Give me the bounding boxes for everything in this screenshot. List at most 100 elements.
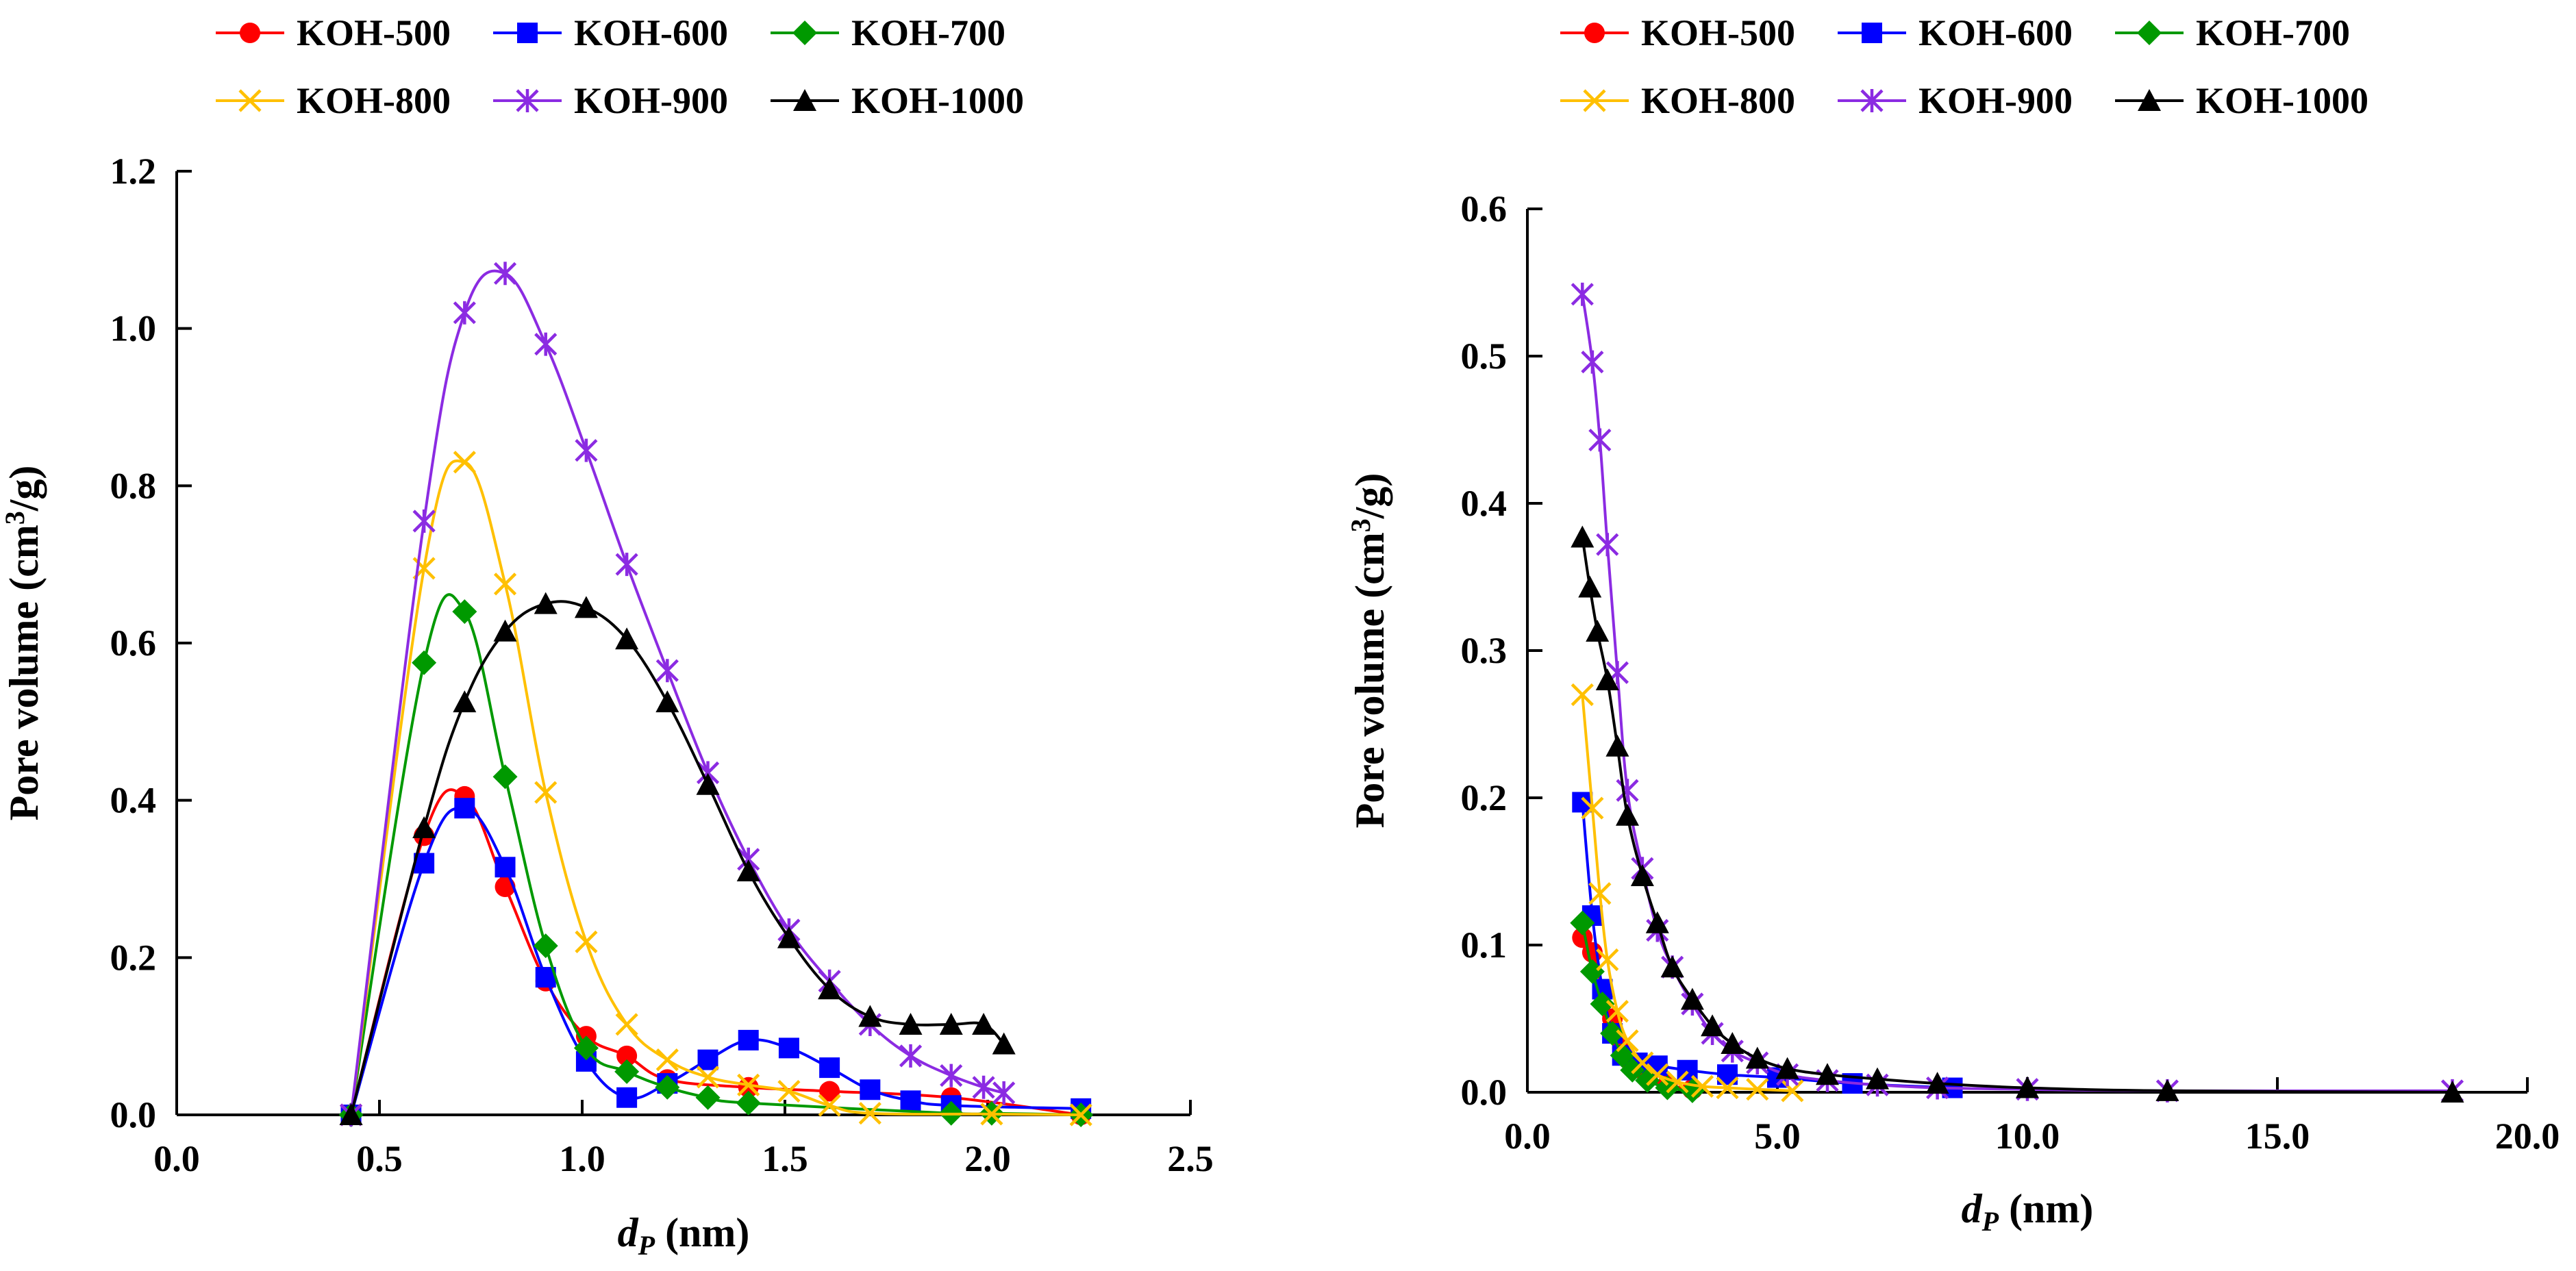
y-axis-title-main: Pore volume (cm xyxy=(1347,532,1392,828)
x-axis-title: dP (nm) xyxy=(618,1210,750,1261)
series-KOH-800 xyxy=(1571,683,1804,1103)
data-point-KOH-1000 xyxy=(777,926,801,948)
legend-label: KOH-500 xyxy=(297,12,451,53)
data-point-KOH-700 xyxy=(1620,1057,1645,1083)
data-point-KOH-700 xyxy=(1635,1068,1660,1093)
data-point-KOH-800 xyxy=(777,1079,801,1103)
data-point-KOH-700 xyxy=(614,1059,640,1084)
data-point-KOH-1000 xyxy=(899,1012,923,1035)
y-tick-label: 1.0 xyxy=(110,308,157,349)
data-point-KOH-800 xyxy=(1746,1078,1769,1101)
data-point-KOH-900 xyxy=(615,553,638,577)
data-point-KOH-500 xyxy=(819,1081,840,1102)
data-point-KOH-600 xyxy=(819,1057,840,1079)
x-axis-title-rest: (nm) xyxy=(655,1210,749,1255)
data-point-KOH-1000 xyxy=(818,977,842,1000)
data-point-KOH-1000 xyxy=(736,859,760,882)
legend-item-KOH-700: KOH-700 xyxy=(771,12,1005,53)
series-line-KOH-1000 xyxy=(1581,537,2453,1094)
y-axis-title-sup: 3 xyxy=(0,511,30,525)
legend-label: KOH-600 xyxy=(574,12,728,53)
legend-marker xyxy=(2137,21,2162,45)
data-point-KOH-800 xyxy=(493,572,517,596)
legend-item-KOH-900: KOH-900 xyxy=(493,80,728,121)
legend-item-KOH-800: KOH-800 xyxy=(1560,80,1795,121)
data-point-KOH-500 xyxy=(738,1077,759,1098)
data-point-KOH-800 xyxy=(858,1102,881,1125)
data-point-KOH-900 xyxy=(412,509,436,533)
data-point-KOH-900 xyxy=(992,1081,1016,1105)
data-point-KOH-1000 xyxy=(534,592,558,614)
data-point-KOH-900 xyxy=(534,332,558,356)
data-point-KOH-800 xyxy=(980,1103,1003,1126)
data-point-KOH-800 xyxy=(1069,1103,1092,1127)
data-point-KOH-800 xyxy=(1631,1051,1654,1074)
y-axis-title-rest: /g) xyxy=(1,466,47,512)
data-point-KOH-900 xyxy=(493,262,517,286)
data-point-KOH-1000 xyxy=(1701,1014,1725,1037)
chart-1: 0.0 0.2 0.4 0.6 0.8 1.0 1.2 0.0 0.5 1.0 1.5 2.0 2.5 d… xyxy=(0,12,1214,1261)
legend-marker xyxy=(1583,89,1606,112)
series-KOH-1000 xyxy=(339,592,1016,1125)
data-point-KOH-700 xyxy=(533,933,558,959)
legend-label: KOH-800 xyxy=(1641,80,1795,121)
y-tick-label: 0.1 xyxy=(1461,924,1508,966)
x-axis-title-main: d xyxy=(618,1210,639,1255)
legend-marker xyxy=(793,89,816,111)
legend: KOH-500 KOH-600 KOH-700 KOH-800 KOH-900 KOH-1… xyxy=(216,12,1024,121)
data-point-KOH-900 xyxy=(1596,533,1619,557)
data-point-KOH-700 xyxy=(452,599,477,625)
data-point-KOH-1000 xyxy=(2155,1079,2179,1101)
data-point-KOH-800 xyxy=(1690,1074,1714,1098)
legend-label: KOH-600 xyxy=(1918,12,2073,53)
y-axis-title-sup: 3 xyxy=(1345,518,1376,532)
y-tick-label: 0.5 xyxy=(1461,336,1508,377)
x-tick-label: 15.0 xyxy=(2245,1116,2310,1157)
y-axis-title-rest: /g) xyxy=(1347,473,1392,520)
data-point-KOH-600 xyxy=(778,1037,799,1059)
data-point-KOH-1000 xyxy=(412,816,436,838)
x-tick-label: 2.5 xyxy=(1167,1138,1214,1179)
data-point-KOH-800 xyxy=(696,1066,720,1089)
x-tick-label: 1.5 xyxy=(762,1138,808,1179)
data-point-KOH-800 xyxy=(1571,683,1594,707)
data-point-KOH-800 xyxy=(534,781,558,804)
data-point-KOH-1000 xyxy=(1586,620,1610,642)
data-point-KOH-700 xyxy=(492,764,518,790)
data-point-KOH-600 xyxy=(697,1049,718,1070)
data-point-KOH-900 xyxy=(899,1044,923,1068)
legend-item-KOH-600: KOH-600 xyxy=(1838,12,2073,53)
y-tick-label: 0.4 xyxy=(110,780,157,821)
data-point-KOH-600 xyxy=(1572,792,1593,813)
y-axis-title-main: Pore volume (cm xyxy=(1,525,47,820)
legend-item-KOH-600: KOH-600 xyxy=(493,12,728,53)
series-KOH-700 xyxy=(338,593,1094,1127)
data-point-KOH-800 xyxy=(1605,1000,1629,1023)
data-point-KOH-800 xyxy=(1616,1029,1639,1053)
data-point-KOH-1000 xyxy=(1866,1067,1889,1090)
legend-item-KOH-800: KOH-800 xyxy=(216,80,451,121)
data-point-KOH-1000 xyxy=(574,596,598,618)
data-point-KOH-700 xyxy=(736,1090,761,1116)
series-KOH-900 xyxy=(339,262,1016,1127)
legend-marker xyxy=(516,89,539,112)
legend-item-KOH-700: KOH-700 xyxy=(2115,12,2350,53)
data-point-KOH-900 xyxy=(453,301,476,325)
legend-label: KOH-700 xyxy=(2196,12,2350,53)
data-point-KOH-500 xyxy=(616,1045,638,1066)
legend-item-KOH-500: KOH-500 xyxy=(1560,12,1795,53)
legend-label: KOH-1000 xyxy=(2196,80,2368,121)
legend-item-KOH-900: KOH-900 xyxy=(1838,80,2073,121)
legend-marker xyxy=(2138,89,2161,111)
x-axis-title-sub: P xyxy=(1981,1206,1999,1237)
data-point-KOH-900 xyxy=(1571,282,1594,306)
series-KOH-1000 xyxy=(1571,525,2464,1103)
data-point-KOH-1000 xyxy=(655,690,679,713)
data-point-KOH-1000 xyxy=(2440,1081,2464,1103)
data-point-KOH-1000 xyxy=(1616,803,1639,826)
data-point-KOH-800 xyxy=(615,1013,638,1036)
data-point-KOH-800 xyxy=(655,1048,679,1072)
data-point-KOH-1000 xyxy=(493,619,517,642)
legend-label: KOH-1000 xyxy=(851,80,1024,121)
data-point-KOH-1000 xyxy=(972,1012,996,1035)
